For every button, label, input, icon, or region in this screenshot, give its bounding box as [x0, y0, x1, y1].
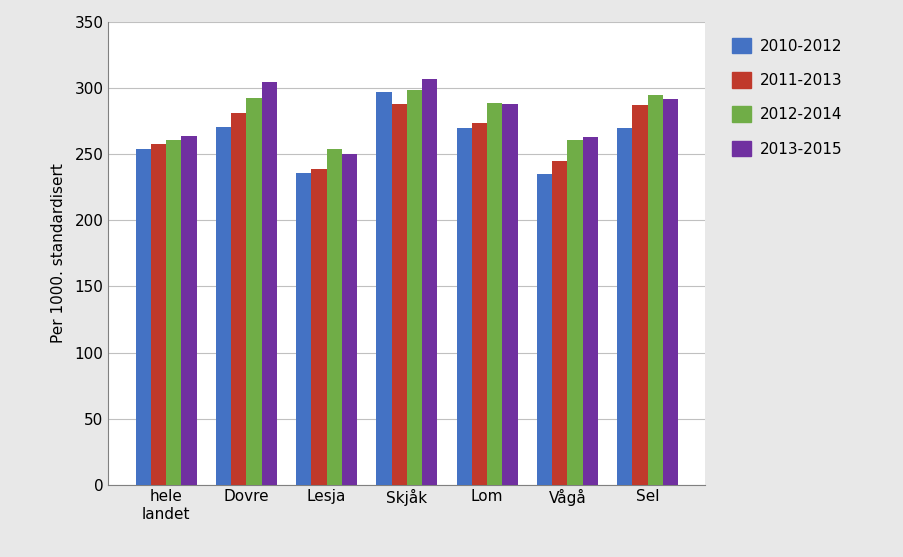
Bar	[166, 140, 182, 485]
Bar	[502, 104, 517, 485]
Bar	[311, 169, 326, 485]
Bar	[341, 154, 357, 485]
Bar	[456, 128, 471, 485]
Bar	[391, 104, 406, 485]
Bar	[151, 144, 166, 485]
Bar	[216, 126, 231, 485]
Bar	[135, 149, 151, 485]
Bar	[422, 79, 437, 485]
Bar	[471, 123, 487, 485]
Bar	[261, 82, 276, 485]
Bar	[567, 140, 582, 485]
Bar	[662, 99, 677, 485]
Bar	[582, 137, 597, 485]
Bar	[231, 114, 246, 485]
Bar	[647, 95, 662, 485]
Bar	[406, 90, 422, 485]
Bar	[182, 136, 196, 485]
Legend: 2010-2012, 2011-2013, 2012-2014, 2013-2015: 2010-2012, 2011-2013, 2012-2014, 2013-20…	[724, 30, 849, 164]
Bar	[631, 105, 647, 485]
Bar	[536, 174, 552, 485]
Bar	[487, 103, 502, 485]
Bar	[376, 92, 391, 485]
Y-axis label: Per 1000. standardisert: Per 1000. standardisert	[51, 164, 66, 343]
Bar	[617, 128, 631, 485]
Bar	[296, 173, 311, 485]
Bar	[326, 149, 341, 485]
Bar	[246, 97, 261, 485]
Bar	[552, 161, 567, 485]
